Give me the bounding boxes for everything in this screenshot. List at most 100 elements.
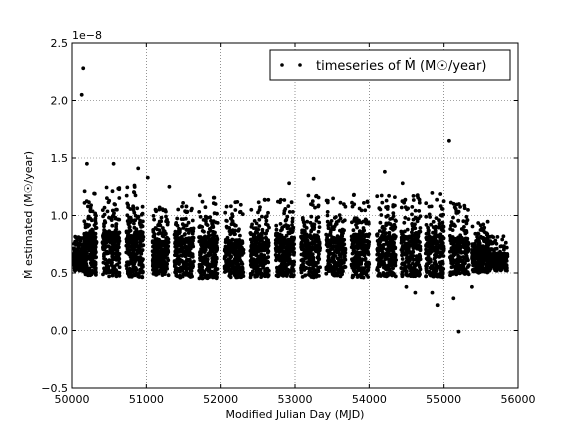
data-point	[101, 214, 105, 219]
data-point	[156, 247, 160, 251]
data-point	[173, 267, 178, 272]
data-point	[501, 234, 506, 239]
data-point	[266, 210, 270, 215]
data-point	[256, 257, 260, 262]
data-point	[304, 266, 309, 270]
data-point	[307, 241, 311, 246]
data-point	[438, 213, 443, 218]
data-point	[380, 225, 385, 230]
data-point	[156, 231, 161, 236]
data-point	[210, 259, 215, 264]
data-point	[325, 213, 330, 218]
data-point	[470, 256, 474, 261]
data-point	[377, 271, 382, 276]
data-point	[457, 266, 462, 271]
data-point	[427, 212, 432, 217]
data-point	[92, 232, 97, 236]
outlier-point	[85, 161, 89, 166]
data-point	[299, 258, 304, 263]
data-point	[316, 260, 320, 265]
data-point	[285, 269, 289, 273]
data-point	[378, 207, 383, 212]
data-point	[164, 236, 169, 241]
data-point	[332, 273, 336, 278]
data-point	[235, 274, 240, 279]
data-point	[424, 223, 429, 227]
data-point	[117, 271, 122, 276]
data-point	[325, 239, 330, 243]
data-point	[414, 242, 418, 246]
data-point	[275, 247, 280, 252]
data-point	[403, 269, 408, 273]
data-point	[117, 239, 122, 243]
data-point	[475, 235, 479, 239]
data-point	[335, 263, 340, 268]
data-point	[184, 223, 189, 228]
data-point	[130, 255, 134, 260]
data-point	[342, 260, 346, 265]
data-point	[229, 204, 233, 209]
data-point	[405, 227, 410, 232]
data-point	[72, 268, 77, 272]
data-point	[205, 276, 210, 281]
data-point	[334, 222, 339, 226]
data-point	[110, 214, 115, 219]
data-point	[307, 272, 312, 277]
data-point	[406, 217, 411, 222]
outlier-point	[79, 92, 84, 97]
data-point	[309, 214, 314, 219]
data-point	[330, 270, 335, 274]
data-point	[418, 226, 423, 230]
data-point	[110, 189, 115, 194]
data-point	[79, 247, 84, 252]
data-point	[300, 216, 305, 220]
data-point	[181, 201, 186, 205]
data-point	[438, 250, 443, 255]
data-point	[140, 270, 145, 275]
data-point	[134, 238, 138, 242]
data-point	[427, 204, 432, 209]
data-point	[111, 247, 115, 252]
data-point	[383, 257, 388, 262]
data-point	[82, 189, 87, 194]
outlier-point	[413, 290, 418, 295]
data-point	[117, 252, 122, 256]
data-point	[376, 258, 381, 263]
data-point	[94, 273, 98, 277]
data-point	[104, 264, 109, 269]
data-point	[152, 217, 157, 222]
data-point	[175, 232, 180, 237]
data-point	[234, 238, 239, 243]
data-point	[393, 225, 398, 230]
data-point	[385, 222, 390, 227]
data-point	[254, 244, 259, 249]
data-point	[249, 247, 254, 252]
data-point	[284, 233, 289, 238]
data-point	[392, 245, 396, 250]
data-point	[380, 243, 385, 248]
data-point	[382, 265, 386, 270]
data-point	[241, 251, 246, 255]
data-point	[380, 200, 385, 205]
data-point	[105, 209, 110, 214]
data-point	[109, 234, 113, 239]
data-point	[280, 256, 284, 261]
data-point	[135, 256, 140, 260]
data-point	[130, 274, 134, 279]
outlier-point	[435, 303, 440, 308]
data-point	[337, 252, 342, 257]
data-point	[472, 242, 477, 247]
data-point	[223, 247, 227, 252]
data-point	[240, 240, 245, 244]
data-point	[498, 259, 503, 263]
data-point	[448, 236, 453, 240]
data-point	[178, 270, 182, 274]
data-point	[478, 258, 483, 263]
data-point	[198, 225, 203, 229]
data-point	[223, 210, 228, 215]
data-point	[337, 258, 341, 262]
data-point	[456, 218, 461, 223]
data-point	[310, 199, 315, 204]
data-point	[190, 265, 195, 270]
data-point	[427, 250, 432, 255]
